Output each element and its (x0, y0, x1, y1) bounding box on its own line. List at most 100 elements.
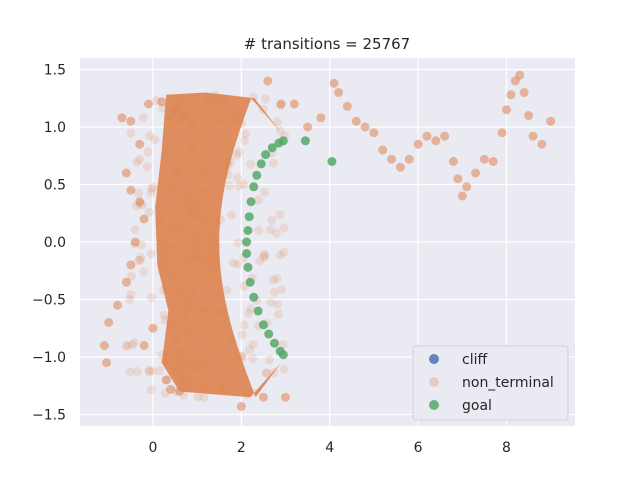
non-terminal-point (121, 277, 131, 287)
non-terminal-halo-point (129, 338, 139, 348)
non-terminal-point (515, 70, 525, 80)
goal-point (244, 212, 254, 222)
non-terminal-point (303, 122, 313, 132)
non-terminal-point (431, 136, 441, 146)
goal-point (264, 329, 274, 339)
non-terminal-halo-point (275, 250, 285, 260)
non-terminal-halo-point (261, 368, 271, 378)
non-terminal-point (289, 99, 299, 109)
non-terminal-halo-point (200, 256, 210, 266)
goal-point (267, 143, 277, 153)
non-terminal-point (148, 323, 158, 333)
non-terminal-point (166, 384, 176, 394)
non-terminal-point (161, 375, 171, 385)
non-terminal-halo-point (248, 353, 258, 363)
non-terminal-halo-point (144, 365, 154, 375)
non-terminal-halo-point (254, 225, 264, 235)
non-terminal-halo-point (269, 368, 279, 378)
non-terminal-halo-point (269, 287, 279, 297)
non-terminal-halo-point (203, 267, 213, 277)
non-terminal-point (135, 197, 145, 207)
non-terminal-point (342, 101, 352, 111)
non-terminal-halo-point (155, 366, 165, 376)
non-terminal-halo-point (147, 184, 157, 194)
non-terminal-point (457, 191, 467, 201)
non-terminal-halo-point (136, 252, 146, 262)
non-terminal-halo-point (160, 356, 170, 366)
non-terminal-halo-point (193, 364, 203, 374)
non-terminal-halo-point (178, 365, 188, 375)
non-terminal-halo-point (205, 330, 215, 340)
non-terminal-halo-point (177, 376, 187, 386)
non-terminal-point (351, 116, 361, 126)
non-terminal-halo-point (159, 246, 169, 256)
y-tick-label: −0.5 (32, 293, 66, 309)
non-terminal-point (506, 90, 516, 100)
non-terminal-halo-point (241, 129, 251, 139)
x-tick-labels: 0 2 4 6 8 (148, 440, 510, 456)
non-terminal-halo-point (266, 297, 276, 307)
non-terminal-halo-point (174, 357, 184, 367)
non-terminal-halo-point (126, 128, 136, 138)
non-terminal-halo-point (234, 351, 244, 361)
non-terminal-halo-point (248, 92, 258, 102)
non-terminal-halo-point (187, 123, 197, 133)
y-tick-label: 0.0 (44, 235, 66, 251)
non-terminal-halo-point (184, 325, 194, 335)
non-terminal-halo-point (192, 236, 202, 246)
non-terminal-halo-point (183, 354, 193, 364)
non-terminal-halo-point (269, 158, 279, 168)
goal-point (243, 226, 253, 235)
non-terminal-point (139, 341, 149, 350)
non-terminal-halo-point (242, 390, 252, 400)
non-terminal-halo-point (240, 136, 250, 146)
non-terminal-dense-region (155, 92, 282, 398)
non-terminal-halo-point (178, 372, 188, 382)
non-terminal-halo-point (209, 251, 219, 261)
non-terminal-point (104, 318, 114, 327)
non-terminal-halo-point (237, 353, 247, 363)
legend-box (412, 345, 569, 421)
x-tick-label: 6 (414, 440, 423, 456)
non-terminal-halo-point (234, 181, 244, 191)
non-terminal-halo-point (183, 203, 193, 213)
non-terminal-halo-point (148, 182, 158, 192)
non-terminal-halo-point (139, 267, 149, 277)
non-terminal-halo-point (234, 147, 244, 157)
non-terminal-point (404, 154, 414, 164)
chart-title: # transitions = 25767 (244, 35, 410, 53)
non-terminal-halo-point (143, 147, 153, 157)
non-terminal-halo-point (175, 289, 185, 299)
non-terminal-halo-point (248, 339, 258, 349)
non-terminal-point (281, 392, 291, 402)
non-terminal-halo-point (187, 361, 197, 371)
non-terminal-halo-point (215, 306, 225, 316)
non-terminal-halo-point (271, 228, 281, 238)
non-terminal-halo-point (160, 315, 170, 325)
goal-point (249, 292, 259, 302)
non-terminal-halo-point (138, 113, 148, 123)
non-terminal-halo-point (212, 115, 222, 125)
non-terminal-halo-point (192, 210, 202, 220)
non-terminal-halo-point (183, 299, 193, 309)
non-terminal-halo-point (268, 275, 278, 285)
non-terminal-halo-point (220, 107, 230, 117)
non-terminal-halo-point (279, 364, 289, 374)
non-terminal-halo-point (258, 104, 268, 114)
non-terminal-halo-point (145, 130, 155, 140)
non-terminal-halo-point (200, 359, 210, 369)
non-terminal-halo-point (161, 242, 171, 252)
non-terminal-halo-point (187, 377, 197, 387)
non-terminal-halo-point (222, 285, 232, 295)
non-terminal-halo-point (163, 114, 173, 124)
non-terminal-point (471, 168, 481, 178)
legend-label-cliff: cliff (462, 352, 487, 368)
non-terminal-halo-point (167, 269, 177, 279)
non-terminal-halo-point (279, 223, 289, 233)
non-terminal-halo-point (178, 292, 188, 302)
non-terminal-halo-point (191, 252, 201, 262)
non-terminal-halo-point (162, 150, 172, 160)
non-terminal-halo-point (244, 345, 254, 355)
non-terminal-halo-point (166, 184, 176, 194)
non-terminal-halo-point (135, 154, 145, 164)
